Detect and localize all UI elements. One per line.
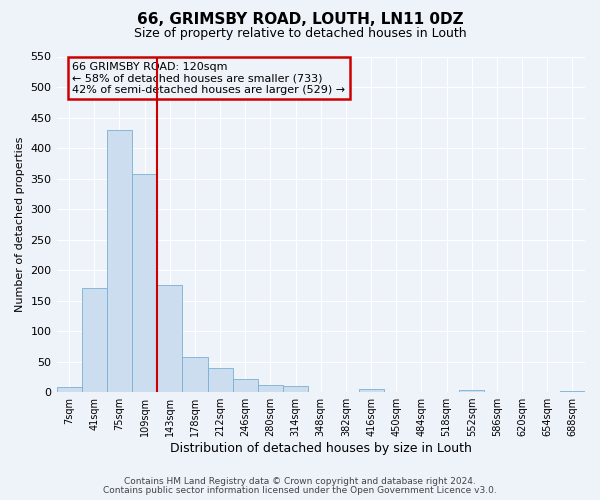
Bar (107, 130, 132, 392)
Text: Contains HM Land Registry data © Crown copyright and database right 2024.: Contains HM Land Registry data © Crown c… (124, 477, 476, 486)
Y-axis label: Number of detached properties: Number of detached properties (15, 136, 25, 312)
X-axis label: Distribution of detached houses by size in Louth: Distribution of detached houses by size … (170, 442, 472, 455)
Bar (56, 387, 82, 392)
Bar (132, 174, 157, 392)
Bar (208, 368, 233, 392)
Bar (283, 386, 308, 392)
Text: 66, GRIMSBY ROAD, LOUTH, LN11 0DZ: 66, GRIMSBY ROAD, LOUTH, LN11 0DZ (137, 12, 463, 28)
Bar (258, 385, 283, 392)
Bar (233, 380, 258, 392)
Text: Size of property relative to detached houses in Louth: Size of property relative to detached ho… (134, 28, 466, 40)
Bar (459, 390, 484, 392)
Bar (359, 389, 383, 392)
Bar (182, 358, 208, 392)
Text: Contains public sector information licensed under the Open Government Licence v3: Contains public sector information licen… (103, 486, 497, 495)
Bar (82, 288, 107, 392)
Bar (157, 286, 182, 392)
Text: 66 GRIMSBY ROAD: 120sqm
← 58% of detached houses are smaller (733)
42% of semi-d: 66 GRIMSBY ROAD: 120sqm ← 58% of detache… (73, 62, 346, 94)
